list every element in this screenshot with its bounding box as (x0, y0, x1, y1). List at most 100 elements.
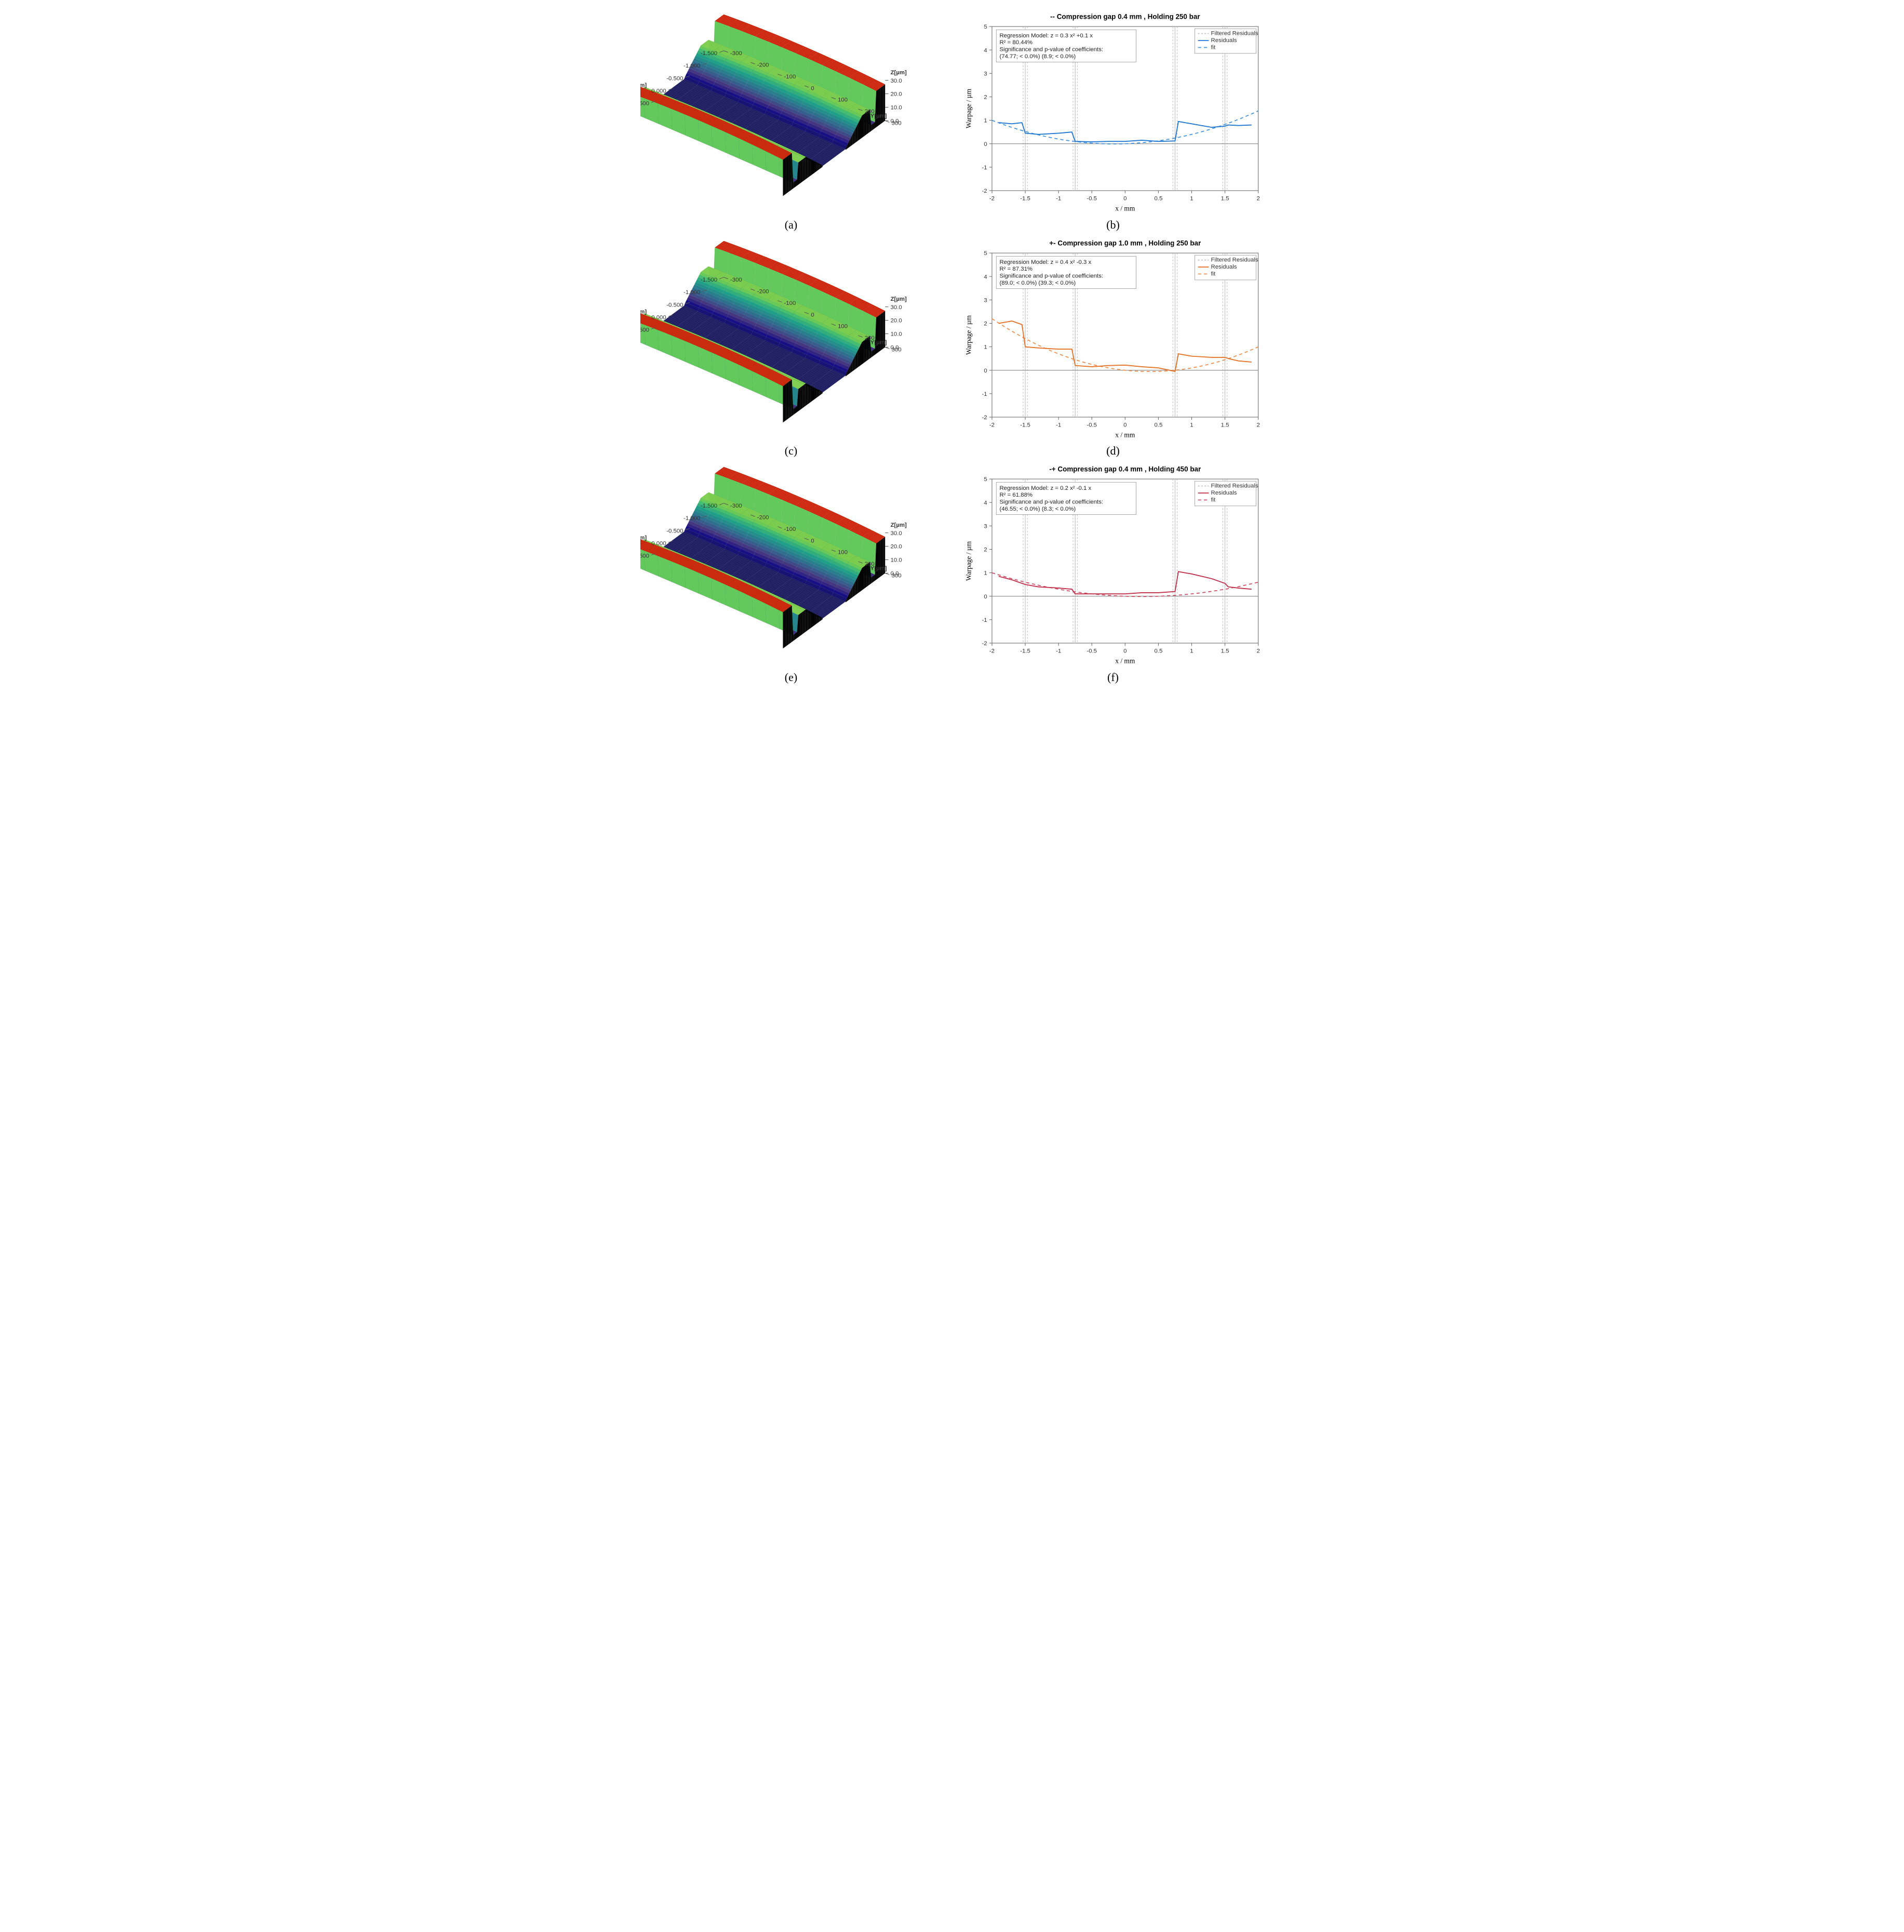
svg-text:100: 100 (838, 97, 848, 103)
svg-text:0: 0 (811, 538, 814, 544)
svg-text:-2: -2 (989, 422, 995, 428)
svg-text:10.0: 10.0 (891, 331, 902, 337)
caption-b: (b) (1106, 218, 1120, 232)
svg-text:-100: -100 (784, 526, 796, 532)
svg-text:0.5: 0.5 (1154, 196, 1162, 202)
svg-text:Y[µm]: Y[µm] (870, 565, 887, 571)
svg-text:100: 100 (838, 323, 848, 329)
svg-text:-2: -2 (989, 648, 995, 655)
svg-text:-1: -1 (1056, 196, 1061, 202)
svg-text:10.0: 10.0 (891, 105, 902, 111)
svg-text:0.500: 0.500 (640, 553, 649, 559)
svg-text:-0.5: -0.5 (1087, 422, 1097, 428)
svg-text:-300: -300 (730, 50, 742, 57)
svg-text:Residuals: Residuals (1211, 264, 1237, 270)
svg-text:0.5: 0.5 (1154, 422, 1162, 428)
svg-text:x / mm: x / mm (1115, 657, 1135, 664)
panel-e: 1.5001.0000.5000.000-0.500-1.000-1.500X[… (640, 463, 942, 684)
svg-text:-0.5: -0.5 (1087, 196, 1097, 202)
svg-text:-0.500: -0.500 (666, 75, 683, 82)
svg-text:-1.000: -1.000 (683, 289, 700, 296)
svg-text:-1.000: -1.000 (683, 515, 700, 522)
caption-d: (d) (1106, 444, 1120, 458)
svg-text:30.0: 30.0 (891, 304, 902, 310)
svg-text:fit: fit (1211, 497, 1216, 503)
svg-text:+- Compression gap 1.0 mm , Ho: +- Compression gap 1.0 mm , Holding 250 … (1049, 239, 1201, 247)
svg-text:R² = 61.88%: R² = 61.88% (999, 492, 1033, 498)
svg-text:0.0: 0.0 (891, 344, 899, 351)
svg-text:-200: -200 (757, 288, 769, 295)
svg-text:Z[µm]: Z[µm] (891, 70, 907, 76)
svg-text:-1.500: -1.500 (701, 277, 717, 283)
svg-text:Y[µm]: Y[µm] (870, 339, 887, 345)
svg-text:Z[µm]: Z[µm] (891, 296, 907, 302)
svg-text:30.0: 30.0 (891, 530, 902, 537)
svg-text:-300: -300 (730, 277, 742, 283)
panel-d: +- Compression gap 1.0 mm , Holding 250 … (962, 237, 1264, 458)
svg-text:3: 3 (984, 524, 987, 530)
svg-text:1: 1 (984, 344, 987, 350)
svg-text:0.000: 0.000 (651, 88, 666, 94)
svg-text:-1.500: -1.500 (701, 50, 717, 57)
svg-text:10.0: 10.0 (891, 557, 902, 564)
svg-text:0: 0 (811, 85, 814, 91)
figure-grid: 1.5001.0000.5000.000-0.500-1.000-1.500X[… (640, 10, 1264, 684)
svg-text:30.0: 30.0 (891, 78, 902, 84)
svg-text:-2: -2 (982, 415, 987, 421)
svg-text:fit: fit (1211, 45, 1216, 51)
panel-f: -+ Compression gap 0.4 mm , Holding 450 … (962, 463, 1264, 684)
svg-text:0.000: 0.000 (651, 541, 666, 547)
svg-text:-200: -200 (757, 515, 769, 521)
svg-text:Residuals: Residuals (1211, 37, 1237, 44)
svg-text:Filtered Residuals: Filtered Residuals (1211, 483, 1258, 489)
svg-text:-1.000: -1.000 (683, 63, 700, 69)
svg-text:5: 5 (984, 24, 987, 30)
svg-text:-100: -100 (784, 74, 796, 80)
svg-text:20.0: 20.0 (891, 544, 902, 550)
svg-text:Residuals: Residuals (1211, 490, 1237, 496)
svg-text:Significance and p-value of co: Significance and p-value of coefficients… (999, 47, 1103, 53)
svg-text:4: 4 (984, 47, 987, 54)
svg-text:5: 5 (984, 250, 987, 257)
svg-text:-+ Compression gap 0.4 mm , Ho: -+ Compression gap 0.4 mm , Holding 450 … (1049, 465, 1201, 473)
svg-text:0: 0 (984, 594, 987, 600)
svg-text:0.0: 0.0 (891, 118, 899, 124)
svg-text:0.000: 0.000 (651, 314, 666, 321)
svg-text:Regression Model: z = 0.2 x² -: Regression Model: z = 0.2 x² -0.1 x (999, 485, 1091, 491)
svg-text:-1: -1 (982, 617, 987, 623)
caption-e: (e) (785, 671, 797, 684)
svg-text:(89.0; < 0.0%) (39.3; < 0.0%): (89.0; < 0.0%) (39.3; < 0.0%) (999, 280, 1076, 286)
svg-text:Significance and p-value of co: Significance and p-value of coefficients… (999, 499, 1103, 505)
svg-text:Filtered Residuals: Filtered Residuals (1211, 31, 1258, 37)
svg-text:-1.5: -1.5 (1020, 196, 1030, 202)
line-plot-b: -- Compression gap 0.4 mm , Holding 250 … (962, 10, 1264, 215)
svg-text:1.5: 1.5 (1221, 648, 1229, 655)
svg-text:-1.5: -1.5 (1020, 648, 1030, 655)
svg-text:-300: -300 (730, 503, 742, 509)
svg-text:-1.5: -1.5 (1020, 422, 1030, 428)
svg-text:1: 1 (984, 118, 987, 124)
panel-c: 1.5001.0000.5000.000-0.500-1.000-1.500X[… (640, 237, 942, 458)
panel-a: 1.5001.0000.5000.000-0.500-1.000-1.500X[… (640, 10, 942, 232)
svg-text:-2: -2 (982, 188, 987, 194)
svg-text:100: 100 (838, 550, 848, 556)
svg-text:20.0: 20.0 (891, 317, 902, 324)
line-plot-f: -+ Compression gap 0.4 mm , Holding 450 … (962, 463, 1264, 668)
panel-b: -- Compression gap 0.4 mm , Holding 250 … (962, 10, 1264, 232)
svg-text:1: 1 (1190, 196, 1193, 202)
svg-text:2: 2 (1256, 648, 1259, 655)
svg-text:-2: -2 (982, 641, 987, 647)
svg-text:-1: -1 (1056, 648, 1061, 655)
svg-text:Warpage / µm: Warpage / µm (965, 541, 973, 581)
caption-a: (a) (785, 218, 797, 232)
svg-text:Warpage / µm: Warpage / µm (965, 88, 973, 128)
svg-text:-1.500: -1.500 (701, 503, 717, 509)
svg-text:0: 0 (984, 141, 987, 148)
svg-text:-1: -1 (1056, 422, 1061, 428)
svg-text:0.0: 0.0 (891, 571, 899, 577)
svg-text:20.0: 20.0 (891, 91, 902, 98)
svg-text:1.5: 1.5 (1221, 422, 1229, 428)
svg-text:-100: -100 (784, 300, 796, 306)
svg-text:2: 2 (984, 321, 987, 327)
surface-plot-a: 1.5001.0000.5000.000-0.500-1.000-1.500X[… (640, 10, 942, 215)
